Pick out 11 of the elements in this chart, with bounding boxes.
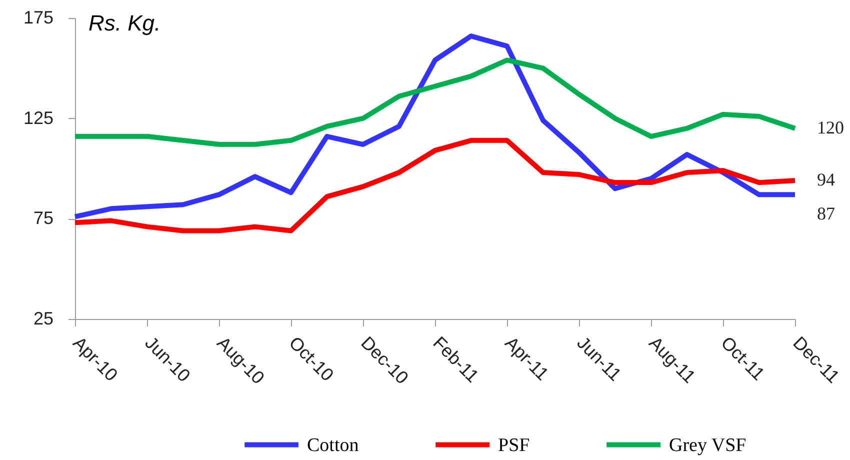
y-tick-label: 125 bbox=[23, 108, 54, 128]
data-label: 120 bbox=[817, 117, 844, 138]
y-tick-label: 75 bbox=[33, 208, 54, 228]
data-label: 94 bbox=[817, 170, 835, 190]
legend-label: Cotton bbox=[307, 434, 360, 456]
legend-label: PSF bbox=[498, 434, 530, 456]
data-label: 87 bbox=[817, 204, 835, 224]
y-tick-label: 25 bbox=[33, 308, 54, 328]
y-axis-title: Rs. Kg. bbox=[88, 10, 161, 36]
y-tick-label: 175 bbox=[23, 8, 54, 28]
legend-label: Grey VSF bbox=[669, 434, 746, 456]
